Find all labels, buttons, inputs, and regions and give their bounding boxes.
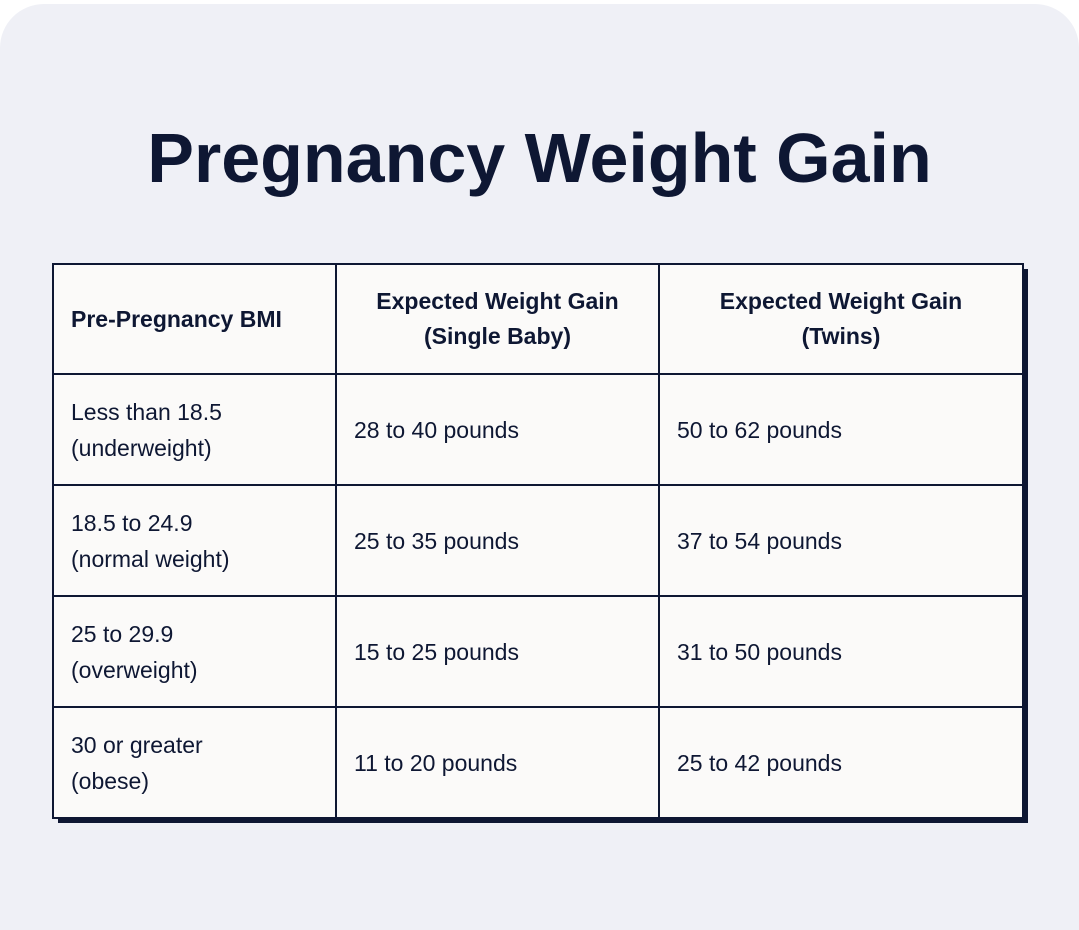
header-line: (Single Baby) [424, 323, 571, 349]
bmi-category: (obese) [71, 767, 149, 794]
bmi-range: 30 or greater [71, 731, 203, 758]
table-row: Less than 18.5 (underweight) 28 to 40 po… [52, 373, 1024, 486]
single-baby-cell: 15 to 25 pounds [335, 595, 660, 708]
column-header-twins: Expected Weight Gain (Twins) [658, 263, 1024, 375]
header-line: Expected Weight Gain [719, 288, 963, 314]
bmi-category: (underweight) [71, 434, 212, 461]
weight-gain-table: Pre-Pregnancy BMI Expected Weight Gain (… [52, 263, 1024, 819]
twins-cell: 37 to 54 pounds [658, 484, 1024, 597]
bmi-cell: 18.5 to 24.9 (normal weight) [52, 484, 337, 597]
column-header-bmi: Pre-Pregnancy BMI [52, 263, 337, 375]
single-baby-cell: 28 to 40 pounds [335, 373, 660, 486]
table-header-row: Pre-Pregnancy BMI Expected Weight Gain (… [52, 263, 1024, 375]
single-baby-cell: 25 to 35 pounds [335, 484, 660, 597]
bmi-cell: Less than 18.5 (underweight) [52, 373, 337, 486]
bmi-category: (normal weight) [71, 545, 230, 572]
single-baby-cell: 11 to 20 pounds [335, 706, 660, 819]
bmi-range: 25 to 29.9 [71, 620, 174, 647]
bmi-cell: 30 or greater (obese) [52, 706, 337, 819]
bmi-range: Less than 18.5 [71, 398, 222, 425]
bmi-cell: 25 to 29.9 (overweight) [52, 595, 337, 708]
weight-gain-table-container: Pre-Pregnancy BMI Expected Weight Gain (… [52, 263, 1028, 823]
bmi-category: (overweight) [71, 656, 198, 683]
header-line: (Twins) [801, 323, 881, 349]
twins-cell: 31 to 50 pounds [658, 595, 1024, 708]
twins-cell: 50 to 62 pounds [658, 373, 1024, 486]
page-title: Pregnancy Weight Gain [147, 119, 932, 197]
header-line: Pre-Pregnancy BMI [71, 305, 282, 332]
twins-cell: 25 to 42 pounds [658, 706, 1024, 819]
header-line: Expected Weight Gain [376, 288, 619, 314]
table-row: 30 or greater (obese) 11 to 20 pounds 25… [52, 706, 1024, 819]
table-row: 18.5 to 24.9 (normal weight) 25 to 35 po… [52, 484, 1024, 597]
table-row: 25 to 29.9 (overweight) 15 to 25 pounds … [52, 595, 1024, 708]
bmi-range: 18.5 to 24.9 [71, 509, 193, 536]
column-header-single-baby: Expected Weight Gain (Single Baby) [335, 263, 660, 375]
